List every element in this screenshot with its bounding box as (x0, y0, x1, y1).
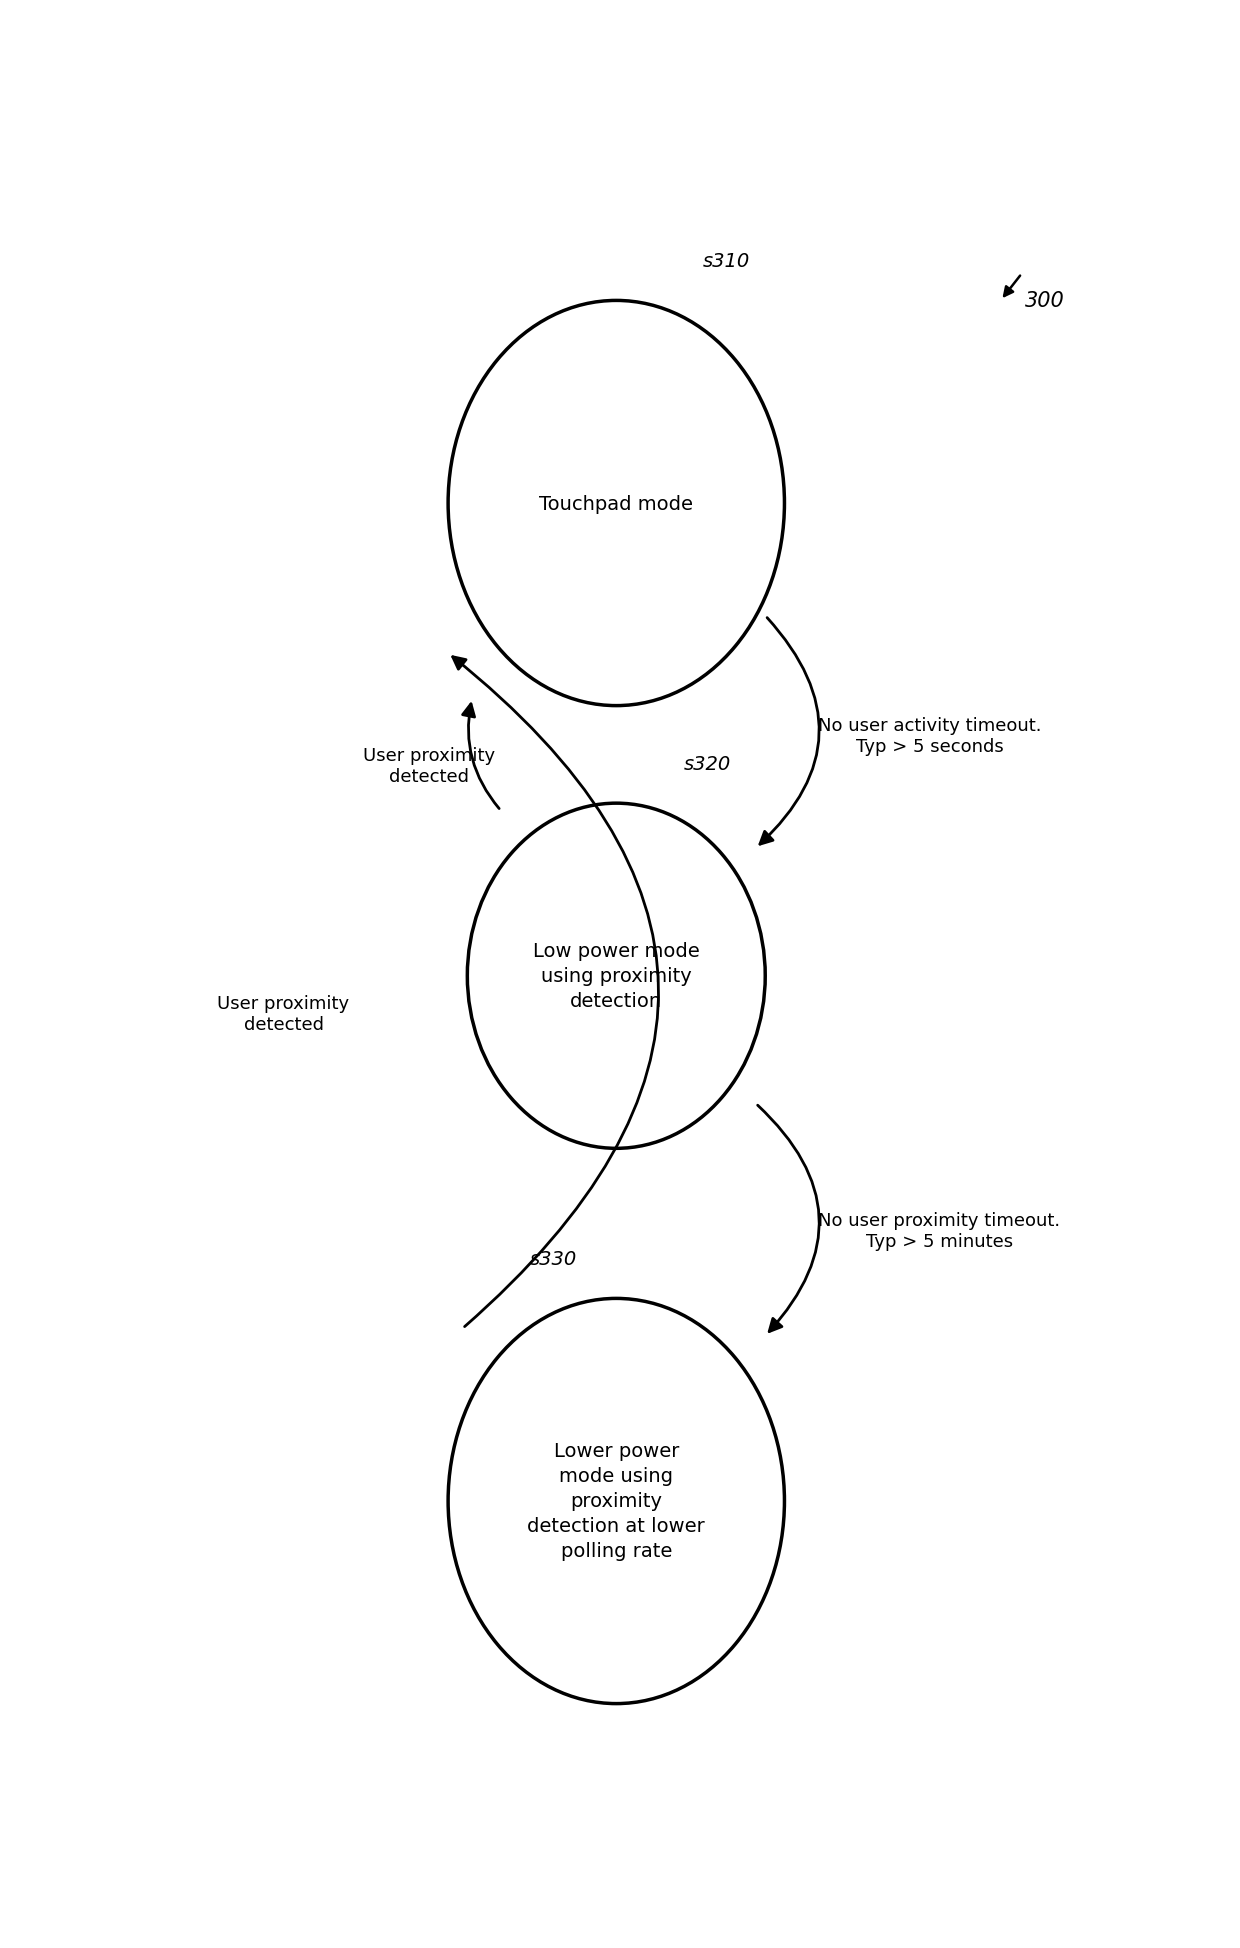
Text: s330: s330 (529, 1251, 577, 1268)
Text: s320: s320 (683, 754, 730, 773)
Text: 300: 300 (1024, 292, 1064, 312)
Text: Touchpad mode: Touchpad mode (539, 495, 693, 512)
Text: User proximity
detected: User proximity detected (363, 746, 495, 785)
Text: Lower power
mode using
proximity
detection at lower
polling rate: Lower power mode using proximity detecti… (527, 1442, 706, 1560)
Text: s310: s310 (703, 253, 750, 271)
Text: No user proximity timeout.
Typ > 5 minutes: No user proximity timeout. Typ > 5 minut… (818, 1212, 1060, 1251)
Text: No user activity timeout.
Typ > 5 seconds: No user activity timeout. Typ > 5 second… (818, 717, 1042, 756)
Text: Low power mode
using proximity
detection: Low power mode using proximity detection (533, 941, 699, 1011)
Text: User proximity
detected: User proximity detected (217, 993, 350, 1032)
